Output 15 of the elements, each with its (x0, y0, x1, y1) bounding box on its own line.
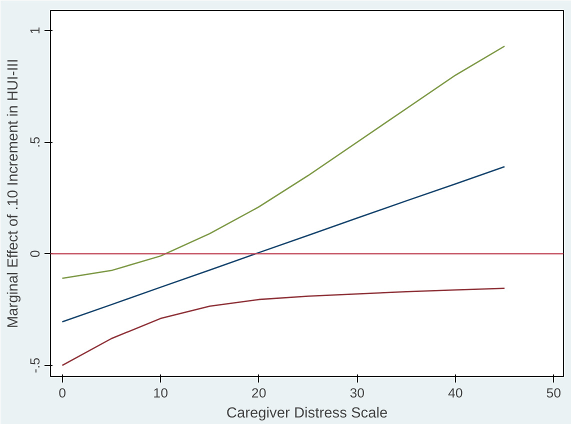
y-tick-label: 1 (28, 26, 42, 34)
x-tick-label: 10 (153, 386, 168, 400)
x-tick-label: 30 (350, 386, 365, 400)
line-series (62, 166, 506, 323)
y-tick-label: -.5 (28, 358, 42, 374)
x-tick-label: 0 (58, 386, 66, 400)
x-tick-label: 50 (546, 386, 562, 400)
line-series (62, 288, 506, 366)
x-tick-label: 20 (251, 386, 266, 400)
line-series (62, 46, 506, 280)
x-tick-label: 40 (448, 386, 463, 400)
x-axis-title: Caregiver Distress Scale (226, 406, 388, 422)
y-tick-label: .5 (28, 136, 42, 148)
y-tick-label: 0 (28, 250, 42, 258)
y-axis-title: Marginal Effect of .10 Increment in HUI-III (6, 58, 22, 328)
